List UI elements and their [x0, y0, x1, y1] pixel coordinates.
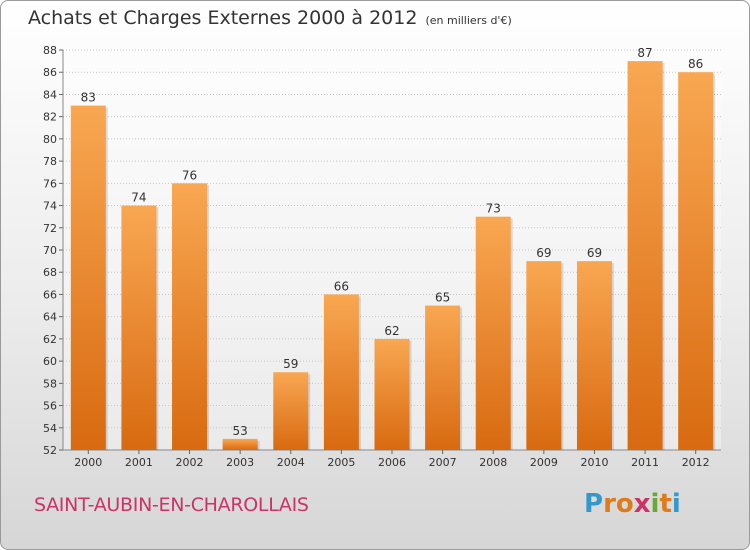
value-label: 66	[334, 279, 349, 293]
x-tick-label: 2005	[327, 456, 355, 469]
logo-letter: o	[615, 489, 634, 519]
logo-letter: t	[659, 489, 672, 519]
value-label: 76	[182, 168, 197, 182]
y-tick-label: 80	[43, 133, 57, 146]
value-label: 62	[384, 324, 399, 338]
y-tick-label: 78	[43, 155, 57, 168]
logo-letter: i	[671, 489, 681, 519]
value-label: 69	[587, 246, 602, 260]
x-tick-label: 2003	[226, 456, 254, 469]
bar	[70, 105, 106, 451]
bar	[526, 261, 562, 450]
proxiti-logo: Proxiti	[584, 489, 681, 519]
logo-letter: i	[650, 489, 660, 519]
y-tick-label: 54	[43, 422, 57, 435]
y-tick-label: 82	[43, 111, 57, 124]
y-tick-label: 56	[43, 400, 57, 413]
logo-letter: r	[603, 489, 616, 519]
commune-name: SAINT-AUBIN-EN-CHAROLLAIS	[34, 494, 309, 516]
value-label: 65	[435, 291, 450, 305]
bar	[425, 305, 461, 450]
chart-title: Achats et Charges Externes 2000 à 2012 (e…	[28, 7, 512, 29]
y-tick-label: 52	[43, 444, 57, 457]
x-tick-label: 2001	[125, 456, 153, 469]
value-label: 73	[486, 202, 501, 216]
x-tick-label: 2012	[682, 456, 710, 469]
y-tick-label: 84	[43, 88, 57, 101]
x-tick-label: 2006	[378, 456, 406, 469]
y-tick-label: 70	[43, 244, 57, 257]
y-tick-label: 76	[43, 177, 57, 190]
y-tick-label: 62	[43, 333, 57, 346]
bar	[627, 61, 663, 450]
y-tick-label: 58	[43, 377, 57, 390]
x-tick-label: 2009	[530, 456, 558, 469]
x-tick-label: 2000	[74, 456, 102, 469]
x-tick-label: 2007	[429, 456, 457, 469]
value-label: 59	[283, 357, 298, 371]
logo-letter: x	[633, 489, 651, 519]
y-tick-label: 60	[43, 355, 57, 368]
x-tick-label: 2008	[479, 456, 507, 469]
title-main: Achats et Charges Externes 2000 à 2012	[28, 7, 418, 29]
bar	[172, 183, 208, 451]
value-label: 87	[637, 46, 652, 60]
y-tick-label: 64	[43, 311, 57, 324]
bars-layer	[70, 61, 716, 451]
x-tick-label: 2011	[631, 456, 659, 469]
labels-layer: 52 54 56 58 60 62 64 66 68 70 72 74 76 78 80 82 84 86 88 83…	[43, 44, 710, 469]
y-tick-label: 86	[43, 66, 57, 79]
value-label: 86	[688, 57, 703, 71]
bar	[222, 438, 258, 450]
bar	[323, 294, 359, 450]
x-tick-label: 2004	[277, 456, 305, 469]
value-label: 69	[536, 246, 551, 260]
x-tick-label: 2002	[176, 456, 204, 469]
value-label: 53	[233, 424, 248, 438]
logo-letter: P	[584, 489, 604, 519]
x-tick-label: 2010	[580, 456, 608, 469]
title-unit: (en milliers d'€)	[425, 14, 512, 27]
y-tick-label: 72	[43, 222, 57, 235]
y-tick-label: 68	[43, 266, 57, 279]
y-tick-label: 88	[43, 44, 57, 57]
bar	[678, 72, 714, 450]
bar	[121, 205, 157, 450]
bar	[576, 261, 612, 450]
bar	[273, 372, 309, 450]
value-label: 74	[131, 191, 146, 205]
y-tick-label: 66	[43, 288, 57, 301]
y-tick-label: 74	[43, 200, 57, 213]
bar	[374, 338, 410, 450]
value-label: 83	[81, 91, 96, 105]
bar	[475, 216, 511, 450]
